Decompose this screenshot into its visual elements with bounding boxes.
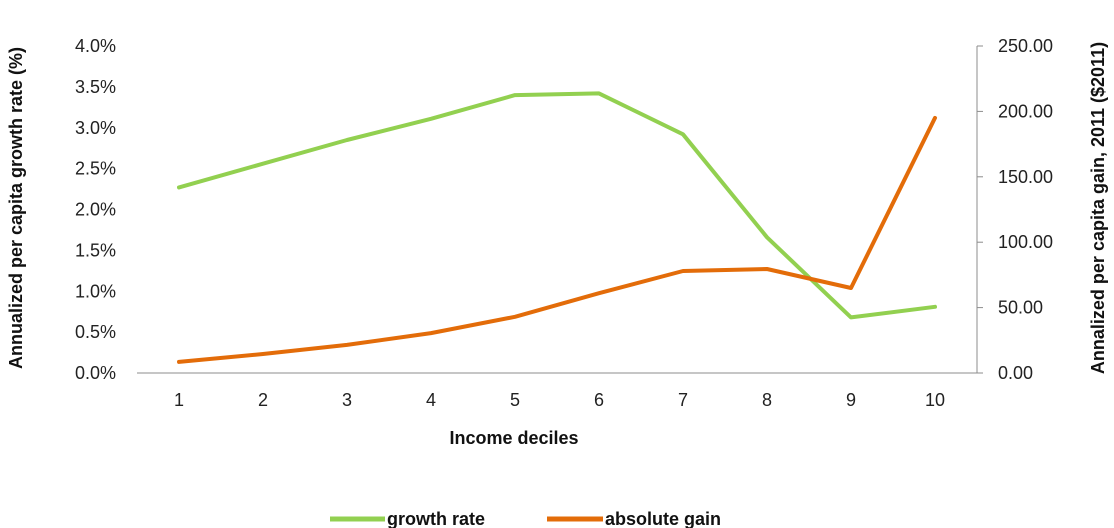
y-left-tick-label: 2.5%	[75, 159, 116, 179]
series-line-absolute-gain	[177, 115, 937, 364]
data-point-absolute-gain	[933, 116, 937, 120]
data-point-absolute-gain	[765, 267, 769, 271]
data-point-absolute-gain	[177, 360, 181, 364]
data-point-absolute-gain	[681, 269, 685, 273]
y-axis-right-title: Annalized per capita gain, 2011 ($2011)	[1088, 42, 1108, 374]
y-axis-right-ticks: 0.00 50.00 100.00 150.00 200.00 250.00	[977, 36, 1053, 383]
y-axis-left-ticks: 0.0% 0.5% 1.0% 1.5% 2.0% 2.5% 3.0% 3.5% 4.0%	[75, 36, 116, 383]
y-left-tick-label: 1.5%	[75, 240, 116, 260]
data-point-absolute-gain	[345, 343, 349, 347]
y-left-tick-label: 0.5%	[75, 322, 116, 342]
y-left-tick-label: 0.0%	[75, 363, 116, 383]
data-point-growth-rate	[429, 117, 433, 121]
x-tick-label: 1	[174, 390, 184, 410]
data-point-absolute-gain	[849, 286, 853, 290]
data-point-absolute-gain	[597, 291, 601, 295]
x-tick-label: 4	[426, 390, 436, 410]
y-right-tick-label: 100.00	[998, 232, 1053, 252]
y-right-tick-label: 200.00	[998, 101, 1053, 121]
y-left-tick-label: 3.0%	[75, 118, 116, 138]
y-left-tick-label: 1.0%	[75, 281, 116, 301]
x-tick-label: 7	[678, 390, 688, 410]
series-layer	[177, 91, 937, 364]
data-point-growth-rate	[177, 185, 181, 189]
data-point-absolute-gain	[261, 352, 265, 356]
y-left-tick-label: 4.0%	[75, 36, 116, 56]
legend: growth rate absolute gain	[330, 509, 721, 528]
x-tick-label: 3	[342, 390, 352, 410]
x-axis-ticks: 1 2 3 4 5 6 7 8 9 10	[174, 390, 945, 410]
y-right-tick-label: 50.00	[998, 298, 1043, 318]
y-axis-left-title: Annualized per capita growth rate (%)	[6, 47, 26, 369]
data-point-growth-rate	[765, 235, 769, 239]
data-point-absolute-gain	[429, 331, 433, 335]
series-line-growth-rate	[177, 91, 937, 320]
y-right-tick-label: 250.00	[998, 36, 1053, 56]
x-tick-label: 9	[846, 390, 856, 410]
x-axis-title: Income deciles	[449, 428, 578, 448]
data-point-growth-rate	[261, 162, 265, 166]
x-tick-label: 2	[258, 390, 268, 410]
data-point-growth-rate	[849, 315, 853, 319]
data-point-absolute-gain	[513, 315, 517, 319]
legend-label-growth-rate: growth rate	[387, 509, 485, 528]
y-left-tick-label: 2.0%	[75, 200, 116, 220]
y-right-tick-label: 0.00	[998, 363, 1033, 383]
data-point-growth-rate	[597, 91, 601, 95]
x-tick-label: 5	[510, 390, 520, 410]
legend-label-absolute-gain: absolute gain	[605, 509, 721, 528]
x-tick-label: 10	[925, 390, 945, 410]
data-point-growth-rate	[345, 138, 349, 142]
axes	[137, 46, 978, 374]
x-tick-label: 6	[594, 390, 604, 410]
data-point-growth-rate	[513, 93, 517, 97]
data-point-growth-rate	[933, 305, 937, 309]
y-right-tick-label: 150.00	[998, 167, 1053, 187]
x-tick-label: 8	[762, 390, 772, 410]
data-point-growth-rate	[681, 132, 685, 136]
y-left-tick-label: 3.5%	[75, 77, 116, 97]
